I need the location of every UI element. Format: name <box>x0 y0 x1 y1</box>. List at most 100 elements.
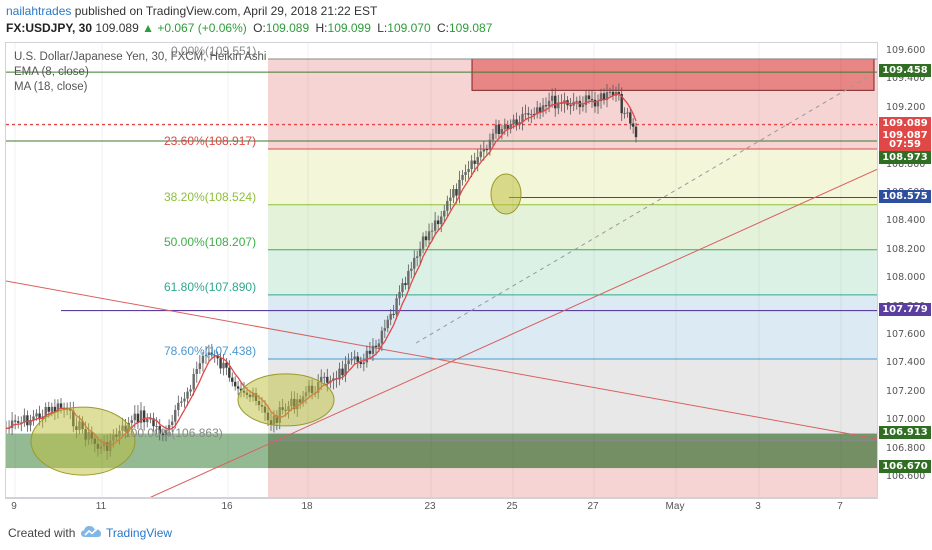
legend-ema[interactable]: EMA (8, close) <box>14 66 89 78</box>
candle-body <box>455 189 458 196</box>
price-tag: 109.458 <box>879 64 931 78</box>
published-text: published on TradingView.com, April 29, … <box>74 4 378 18</box>
candle-body <box>338 368 341 380</box>
author-link[interactable]: nailahtrades <box>6 4 72 18</box>
price-tag: 109.089 <box>879 116 931 130</box>
candle-body <box>575 100 578 102</box>
candle-body <box>515 119 518 125</box>
candle-body <box>20 422 23 424</box>
candle-body <box>13 420 17 422</box>
candle-body <box>341 368 344 376</box>
price-tick: 107.600 <box>886 329 926 340</box>
time-tick: 23 <box>424 501 436 512</box>
candle-body <box>433 220 437 231</box>
candle-body <box>219 358 222 369</box>
candle-body <box>164 430 168 435</box>
candle-body <box>149 418 152 420</box>
candle-body <box>401 283 404 293</box>
price-tag: 108.973 <box>879 150 931 164</box>
last-price: 109.089 <box>95 21 139 35</box>
candle-body <box>32 416 35 421</box>
candle-body <box>512 119 515 125</box>
candle-body <box>482 149 486 152</box>
candle-body <box>320 376 323 383</box>
candle-body <box>362 362 366 365</box>
candle-body <box>581 104 585 108</box>
candle-body <box>535 107 539 115</box>
candle-body <box>544 105 548 107</box>
price-chart[interactable] <box>6 43 878 498</box>
open-label: O: <box>253 21 266 35</box>
candle-body <box>177 402 180 411</box>
close-label: C: <box>437 21 449 35</box>
candle-body <box>231 377 234 382</box>
candle-body <box>617 92 621 94</box>
candle-body <box>228 367 231 378</box>
candle-body <box>398 292 401 299</box>
candle-body <box>506 125 509 130</box>
candle-body <box>323 376 326 378</box>
resistance-zone <box>471 58 875 91</box>
downtrend-line <box>6 280 878 440</box>
candle-body <box>608 91 612 93</box>
footer: Created with TradingView <box>0 518 932 550</box>
candle-body <box>192 373 195 390</box>
candle-body <box>347 360 350 365</box>
fib-level-label: 61.80%(107.890) <box>164 279 257 294</box>
candle-body <box>170 421 174 425</box>
legend-ma[interactable]: MA (18, close) <box>14 81 88 93</box>
candle-body <box>626 112 629 114</box>
candle-body <box>530 114 533 116</box>
candle-body <box>421 236 425 249</box>
chart-plot-area[interactable]: 0.00%(109.551) 23.60%(108.917) 38.20%(108.… <box>5 42 878 499</box>
tradingview-brand[interactable]: TradingView <box>106 526 173 540</box>
time-tick: 9 <box>11 501 17 512</box>
chart-legend: U.S. Dollar/Japanese Yen, 30, FXCM, Heik… <box>14 50 267 95</box>
candle-body <box>47 406 50 412</box>
symbol-name[interactable]: FX:USDJPY, 30 <box>6 21 93 35</box>
candle-body <box>629 112 632 124</box>
candle-body <box>139 410 143 423</box>
candle-body <box>569 105 572 107</box>
candle-body <box>488 139 492 150</box>
time-axis[interactable]: 9 11 16 18 23 25 27 May 3 7 <box>5 497 877 516</box>
candle-body <box>479 151 482 158</box>
time-tick: 16 <box>221 501 233 512</box>
legend-title[interactable]: U.S. Dollar/Japanese Yen, 30, FXCM, Heik… <box>14 51 267 63</box>
candle-body <box>222 362 225 369</box>
low-value: 109.070 <box>387 21 431 35</box>
price-axis[interactable]: 109.600109.400109.200109.000108.800108.6… <box>877 42 932 497</box>
candle-body <box>410 268 413 271</box>
candle-body <box>350 359 353 361</box>
candle-body <box>596 101 600 107</box>
candle-body <box>158 426 161 434</box>
candle-body <box>470 160 473 170</box>
price-tag: 07:59 <box>879 137 931 151</box>
candle-body <box>380 330 384 344</box>
candle-body <box>152 418 155 427</box>
candle-body <box>634 126 638 138</box>
candle-body <box>386 319 389 329</box>
tradingview-cloud-icon <box>81 526 101 537</box>
candle-body <box>418 248 422 257</box>
candle-body <box>38 413 41 420</box>
candle-body <box>56 403 60 412</box>
candle-body <box>538 107 542 112</box>
candle-body <box>174 410 177 422</box>
chart-header: nailahtrades published on TradingView.co… <box>0 0 932 40</box>
candle-body <box>59 403 63 408</box>
time-tick: 27 <box>587 501 599 512</box>
open-value: 109.089 <box>265 21 310 35</box>
price-tick: 108.400 <box>886 215 926 227</box>
candle-body <box>389 313 392 320</box>
candle-body <box>326 376 329 383</box>
price-tick: 107.400 <box>886 357 926 369</box>
candle-body <box>476 157 479 164</box>
candle-body <box>50 406 54 412</box>
candle-body <box>473 160 476 164</box>
candle-body <box>446 200 449 211</box>
candle-body <box>353 356 356 360</box>
candle-body <box>550 95 554 101</box>
high-label: H: <box>315 21 328 35</box>
candle-body <box>620 93 623 114</box>
